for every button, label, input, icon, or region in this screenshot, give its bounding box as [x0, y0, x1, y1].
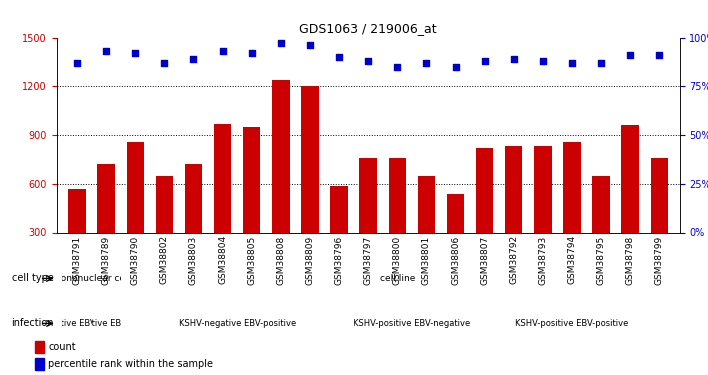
Point — [101, 48, 112, 54]
Text: mononuclear cell: mononuclear cell — [52, 274, 131, 283]
Bar — [301, 86, 319, 281]
Bar — [156, 177, 173, 281]
Point — [537, 58, 549, 64]
Bar — [651, 158, 668, 281]
Point — [653, 52, 665, 58]
Text: KSHV-positive EBV-positive: KSHV-positive EBV-positive — [515, 319, 629, 328]
Point — [217, 48, 228, 54]
Point — [421, 60, 432, 66]
Bar — [593, 177, 610, 281]
Bar — [476, 148, 493, 281]
Text: KSHV-negative EBV-positive: KSHV-negative EBV-positive — [178, 319, 296, 328]
Bar — [214, 124, 232, 281]
Point — [479, 58, 490, 64]
Point — [130, 50, 141, 56]
Bar — [68, 189, 86, 281]
Point — [333, 54, 345, 60]
Bar — [534, 146, 552, 281]
Point — [246, 50, 258, 56]
Bar — [98, 164, 115, 281]
Bar — [564, 141, 581, 281]
Bar — [185, 164, 202, 281]
Point — [450, 64, 461, 70]
Point — [392, 64, 403, 70]
Point — [624, 52, 636, 58]
Text: infection: infection — [11, 318, 54, 328]
Bar — [622, 125, 639, 281]
Bar — [447, 194, 464, 281]
Point — [72, 60, 83, 66]
Bar — [272, 80, 290, 281]
Text: cell line: cell line — [379, 274, 415, 283]
Bar — [35, 341, 44, 352]
Point — [188, 56, 199, 62]
Bar — [243, 127, 261, 281]
Bar — [331, 186, 348, 281]
Text: percentile rank within the sample: percentile rank within the sample — [48, 359, 213, 369]
Bar — [418, 177, 435, 281]
Bar — [505, 146, 523, 281]
Point — [508, 56, 520, 62]
Text: KSHV-positive EBV-positive: KSHV-positive EBV-positive — [50, 319, 163, 328]
Text: KSHV-positive EBV-negative: KSHV-positive EBV-negative — [18, 319, 136, 328]
Text: count: count — [48, 342, 76, 352]
Bar — [360, 158, 377, 281]
Point — [304, 42, 316, 48]
Point — [159, 60, 170, 66]
Bar — [35, 358, 44, 370]
Text: KSHV-positive EBV-negative: KSHV-positive EBV-negative — [353, 319, 470, 328]
Title: GDS1063 / 219006_at: GDS1063 / 219006_at — [299, 22, 437, 35]
Text: cell type: cell type — [12, 273, 54, 284]
Point — [362, 58, 374, 64]
Bar — [127, 141, 144, 281]
Point — [595, 60, 607, 66]
Point — [566, 60, 578, 66]
Bar — [389, 158, 406, 281]
Point — [275, 40, 287, 46]
